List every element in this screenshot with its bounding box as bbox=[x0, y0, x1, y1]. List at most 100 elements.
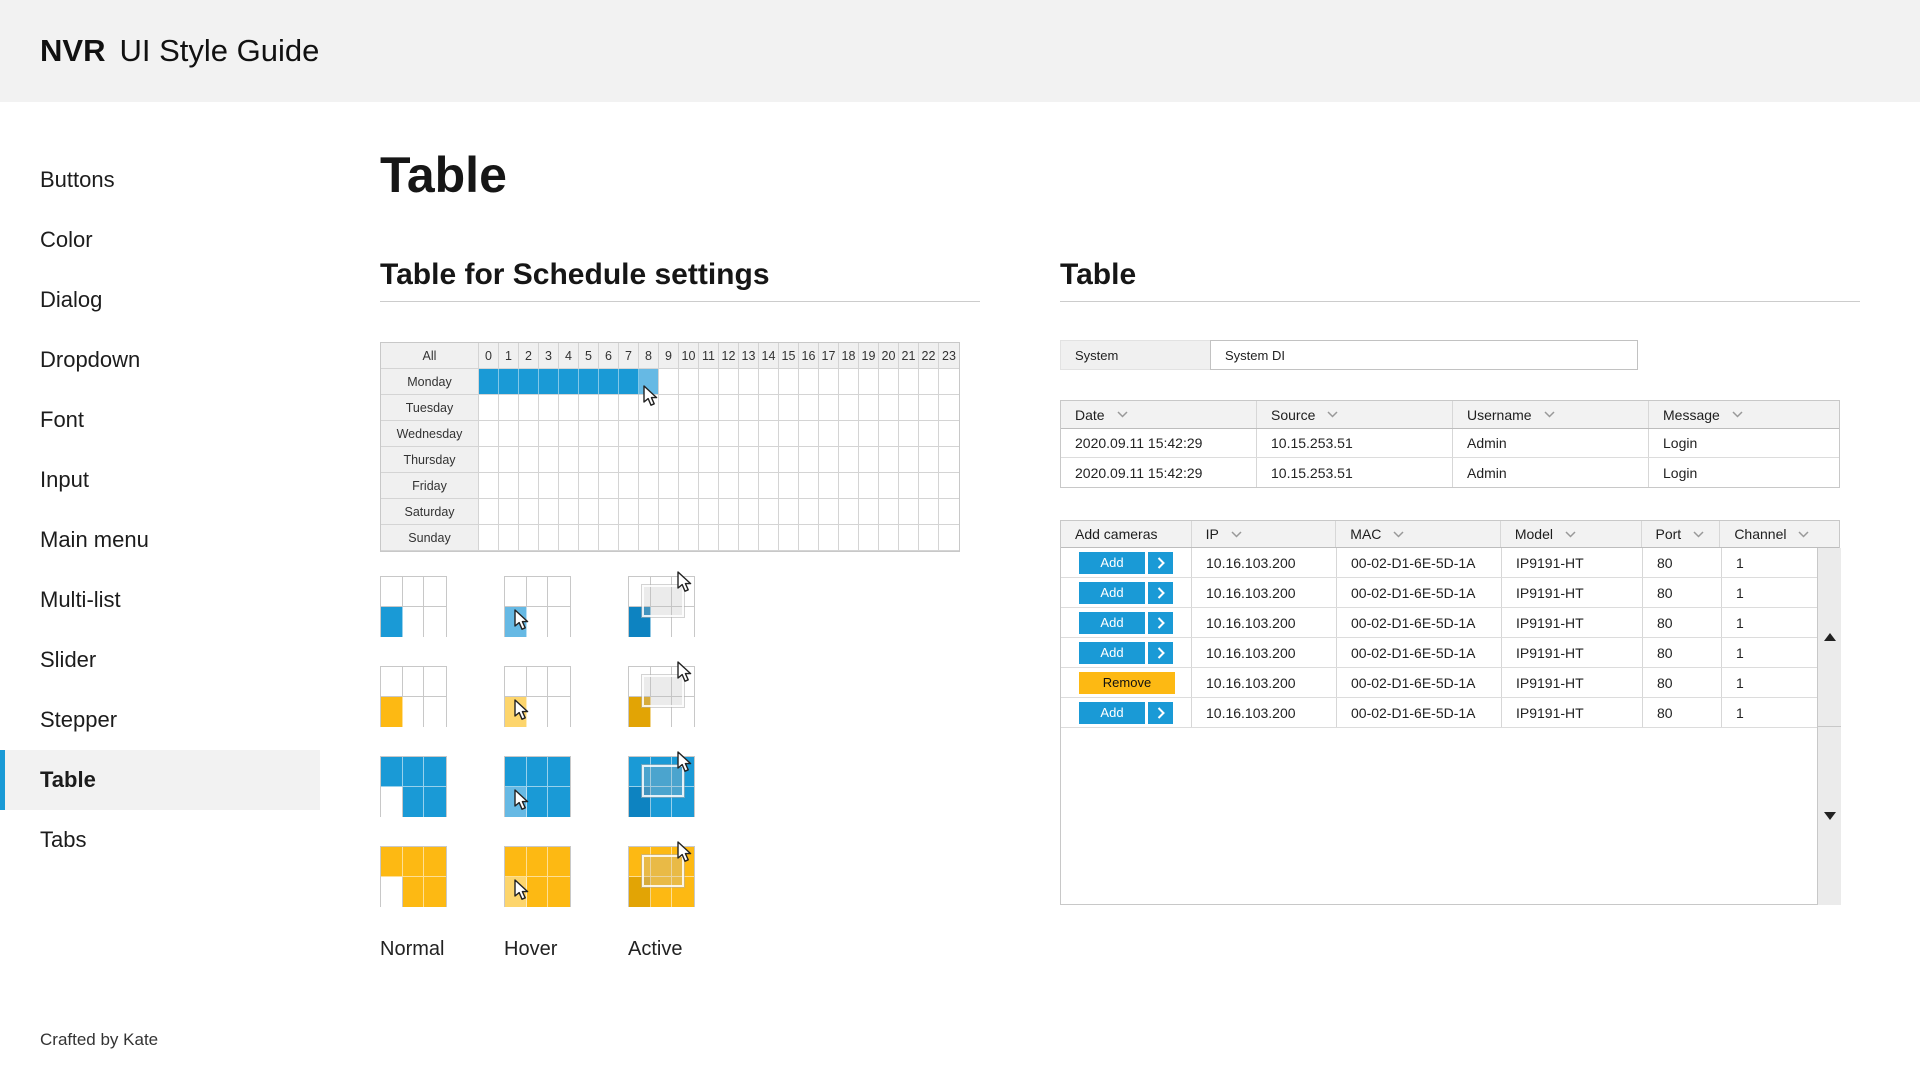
schedule-cell[interactable] bbox=[599, 473, 619, 499]
schedule-cell[interactable] bbox=[579, 447, 599, 473]
schedule-cell[interactable] bbox=[679, 395, 699, 421]
schedule-cell[interactable] bbox=[899, 499, 919, 525]
add-camera-button[interactable]: Add bbox=[1079, 611, 1145, 634]
schedule-cell[interactable] bbox=[839, 369, 859, 395]
schedule-cell[interactable] bbox=[559, 369, 579, 395]
schedule-cell[interactable] bbox=[499, 473, 519, 499]
schedule-cell[interactable] bbox=[599, 447, 619, 473]
schedule-cell[interactable] bbox=[499, 525, 519, 551]
scroll-down-button[interactable] bbox=[1818, 726, 1841, 905]
schedule-cell[interactable] bbox=[919, 499, 939, 525]
schedule-day-label[interactable]: Monday bbox=[381, 369, 479, 395]
schedule-cell[interactable] bbox=[699, 525, 719, 551]
schedule-cell[interactable] bbox=[639, 395, 659, 421]
schedule-cell[interactable] bbox=[839, 395, 859, 421]
sort-chevron-down-icon[interactable] bbox=[1393, 530, 1404, 538]
schedule-cell[interactable] bbox=[679, 525, 699, 551]
schedule-cell[interactable] bbox=[479, 525, 499, 551]
schedule-cell[interactable] bbox=[719, 447, 739, 473]
sidebar-item-input[interactable]: Input bbox=[40, 467, 89, 492]
schedule-cell[interactable] bbox=[859, 473, 879, 499]
schedule-cell[interactable] bbox=[739, 525, 759, 551]
schedule-cell[interactable] bbox=[559, 447, 579, 473]
sidebar-item-main-menu[interactable]: Main menu bbox=[40, 527, 149, 552]
schedule-cell[interactable] bbox=[539, 395, 559, 421]
sidebar-item-dropdown[interactable]: Dropdown bbox=[40, 347, 141, 372]
schedule-cell[interactable] bbox=[579, 473, 599, 499]
sort-chevron-down-icon[interactable] bbox=[1544, 411, 1555, 418]
schedule-cell[interactable] bbox=[579, 525, 599, 551]
remove-camera-button[interactable]: Remove bbox=[1079, 671, 1175, 694]
sidebar-item-buttons[interactable]: Buttons bbox=[40, 167, 115, 192]
schedule-cell[interactable] bbox=[599, 421, 619, 447]
schedule-cell[interactable] bbox=[899, 525, 919, 551]
schedule-cell[interactable] bbox=[659, 525, 679, 551]
schedule-cell[interactable] bbox=[819, 421, 839, 447]
sidebar-item-font[interactable]: Font bbox=[40, 407, 85, 432]
schedule-cell[interactable] bbox=[759, 447, 779, 473]
schedule-cell[interactable] bbox=[779, 395, 799, 421]
schedule-cell[interactable] bbox=[779, 525, 799, 551]
schedule-cell[interactable] bbox=[519, 499, 539, 525]
add-camera-button[interactable]: Add bbox=[1079, 551, 1145, 574]
sort-chevron-down-icon[interactable] bbox=[1565, 530, 1576, 538]
schedule-day-label[interactable]: Thursday bbox=[381, 447, 479, 473]
sidebar-item-table[interactable]: Table bbox=[0, 750, 320, 810]
schedule-cell[interactable] bbox=[539, 421, 559, 447]
schedule-cell[interactable] bbox=[579, 499, 599, 525]
schedule-cell[interactable] bbox=[619, 447, 639, 473]
schedule-cell[interactable] bbox=[519, 473, 539, 499]
schedule-cell[interactable] bbox=[799, 525, 819, 551]
schedule-cell[interactable] bbox=[739, 447, 759, 473]
schedule-cell[interactable] bbox=[859, 369, 879, 395]
schedule-cell[interactable] bbox=[499, 369, 519, 395]
schedule-cell[interactable] bbox=[819, 447, 839, 473]
schedule-cell[interactable] bbox=[939, 499, 959, 525]
schedule-cell[interactable] bbox=[479, 499, 499, 525]
schedule-cell[interactable] bbox=[479, 395, 499, 421]
schedule-cell[interactable] bbox=[599, 499, 619, 525]
schedule-cell[interactable] bbox=[499, 447, 519, 473]
schedule-cell[interactable] bbox=[819, 473, 839, 499]
schedule-cell[interactable] bbox=[659, 499, 679, 525]
schedule-cell[interactable] bbox=[619, 421, 639, 447]
schedule-cell[interactable] bbox=[659, 395, 679, 421]
schedule-cell[interactable] bbox=[779, 447, 799, 473]
schedule-cell[interactable] bbox=[919, 369, 939, 395]
schedule-cell[interactable] bbox=[499, 499, 519, 525]
schedule-cell[interactable] bbox=[599, 525, 619, 551]
schedule-all-cell[interactable]: All bbox=[381, 343, 479, 369]
sort-chevron-down-icon[interactable] bbox=[1798, 530, 1809, 538]
schedule-cell[interactable] bbox=[519, 421, 539, 447]
schedule-cell[interactable] bbox=[859, 421, 879, 447]
schedule-cell[interactable] bbox=[519, 525, 539, 551]
schedule-cell[interactable] bbox=[539, 473, 559, 499]
schedule-cell[interactable] bbox=[559, 499, 579, 525]
camera-expand-button[interactable] bbox=[1148, 611, 1173, 634]
sort-chevron-down-icon[interactable] bbox=[1231, 530, 1242, 538]
schedule-day-label[interactable]: Saturday bbox=[381, 499, 479, 525]
schedule-cell[interactable] bbox=[859, 499, 879, 525]
schedule-cell[interactable] bbox=[779, 421, 799, 447]
schedule-cell[interactable] bbox=[919, 473, 939, 499]
schedule-cell[interactable] bbox=[879, 369, 899, 395]
schedule-cell[interactable] bbox=[759, 369, 779, 395]
schedule-cell[interactable] bbox=[839, 473, 859, 499]
schedule-cell[interactable] bbox=[739, 499, 759, 525]
schedule-day-label[interactable]: Sunday bbox=[381, 525, 479, 551]
schedule-cell[interactable] bbox=[639, 499, 659, 525]
schedule-cell[interactable] bbox=[719, 525, 739, 551]
schedule-cell[interactable] bbox=[519, 369, 539, 395]
schedule-cell[interactable] bbox=[659, 473, 679, 499]
schedule-cell[interactable] bbox=[679, 447, 699, 473]
schedule-cell[interactable] bbox=[899, 473, 919, 499]
schedule-day-label[interactable]: Wednesday bbox=[381, 421, 479, 447]
schedule-cell[interactable] bbox=[779, 499, 799, 525]
schedule-cell[interactable] bbox=[819, 525, 839, 551]
schedule-cell[interactable] bbox=[519, 447, 539, 473]
sidebar-item-stepper[interactable]: Stepper bbox=[40, 707, 118, 732]
add-camera-button[interactable]: Add bbox=[1079, 641, 1145, 664]
schedule-cell[interactable] bbox=[819, 369, 839, 395]
schedule-cell[interactable] bbox=[919, 395, 939, 421]
sidebar-item-dialog[interactable]: Dialog bbox=[40, 287, 103, 312]
